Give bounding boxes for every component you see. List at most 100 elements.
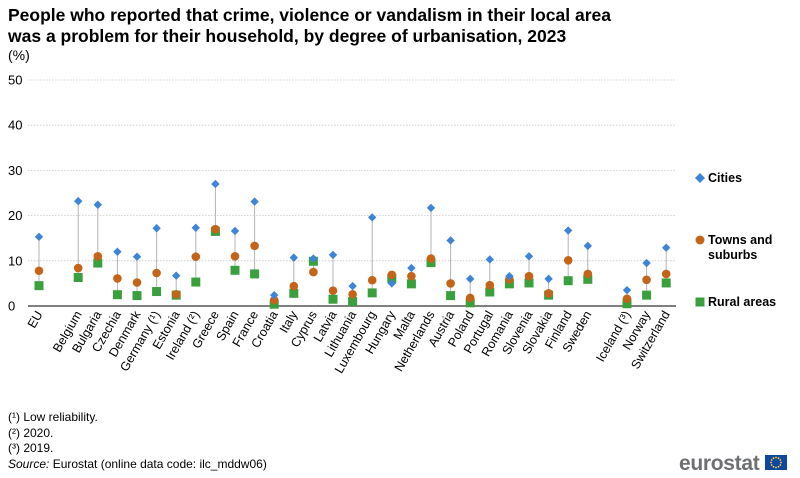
point-cities xyxy=(583,241,592,251)
point-rural-areas xyxy=(289,288,299,298)
point-cities xyxy=(622,285,632,295)
footnote: (³) 2019. xyxy=(8,441,54,455)
point-rural-areas xyxy=(446,291,456,301)
point-cities xyxy=(485,255,494,264)
point-cities xyxy=(270,290,279,300)
eurostat-logo: eurostat xyxy=(679,452,760,475)
point-towns-and-suburbs xyxy=(348,289,357,299)
eu-flag-icon xyxy=(765,455,787,470)
point-rural-areas xyxy=(230,265,240,275)
point-towns-and-suburbs xyxy=(622,294,632,304)
point-towns-and-suburbs xyxy=(269,295,279,305)
legend-label: Towns and suburbs xyxy=(708,233,773,262)
y-tick-label: 50 xyxy=(8,73,22,88)
point-cities xyxy=(152,224,161,233)
point-cities xyxy=(132,252,142,261)
point-rural-areas xyxy=(367,288,377,298)
point-rural-areas xyxy=(524,278,534,288)
point-rural-areas xyxy=(563,276,573,286)
point-cities xyxy=(230,226,240,236)
y-tick-label: 20 xyxy=(8,208,22,223)
point-cities xyxy=(446,236,455,245)
point-towns-and-suburbs xyxy=(446,279,455,288)
point-rural-areas xyxy=(34,281,44,291)
point-cities xyxy=(466,274,475,284)
point-cities xyxy=(289,253,298,262)
point-towns-and-suburbs xyxy=(563,256,573,265)
y-tick-label: 0 xyxy=(8,299,15,314)
point-cities xyxy=(74,196,83,206)
point-rural-areas xyxy=(465,298,475,308)
point-rural-areas xyxy=(250,269,260,279)
y-tick-label: 30 xyxy=(8,163,22,178)
footnotes: (¹) Low reliability. (²) 2020. (³) 2019.… xyxy=(8,410,267,472)
point-cities xyxy=(328,250,338,260)
source-text: Eurostat (online data code: ilc_mddw06) xyxy=(49,456,267,471)
point-rural-areas xyxy=(132,291,142,301)
point-towns-and-suburbs xyxy=(171,289,181,299)
point-cities xyxy=(250,197,259,206)
source-line: Source: Eurostat (online data code: ilc_… xyxy=(8,457,267,473)
point-cities xyxy=(113,247,122,256)
point-towns-and-suburbs xyxy=(426,254,436,263)
unit-label: (%) xyxy=(8,47,30,63)
point-rural-areas xyxy=(661,278,671,288)
point-towns-and-suburbs xyxy=(211,224,220,234)
point-towns-and-suburbs xyxy=(132,278,142,287)
point-towns-and-suburbs xyxy=(544,289,553,298)
point-cities xyxy=(172,271,181,280)
point-cities xyxy=(211,179,220,189)
point-rural-areas xyxy=(348,296,358,306)
point-rural-areas xyxy=(622,299,632,309)
point-cities xyxy=(309,254,318,263)
square-icon xyxy=(695,297,705,307)
point-towns-and-suburbs xyxy=(73,263,83,273)
point-rural-areas xyxy=(485,287,495,297)
point-towns-and-suburbs xyxy=(387,270,397,280)
point-cities xyxy=(564,226,573,235)
point-towns-and-suburbs xyxy=(191,252,201,262)
point-rural-areas xyxy=(642,290,652,300)
footnote: (¹) Low reliability. xyxy=(8,410,98,424)
point-towns-and-suburbs xyxy=(485,280,495,290)
point-cities xyxy=(544,274,553,284)
point-rural-areas xyxy=(328,294,338,304)
point-cities xyxy=(407,263,416,273)
diamond-icon xyxy=(695,173,705,183)
point-rural-areas xyxy=(406,279,416,289)
point-rural-areas xyxy=(191,277,201,287)
legend-label: Cities xyxy=(708,171,743,185)
y-tick-label: 40 xyxy=(8,118,22,133)
point-rural-areas xyxy=(504,279,514,289)
point-cities xyxy=(191,223,200,233)
point-cities xyxy=(368,213,377,222)
point-cities xyxy=(93,200,102,209)
circle-icon xyxy=(695,235,705,245)
chart-title: People who reported that crime, violence… xyxy=(8,5,611,46)
point-cities xyxy=(387,279,396,288)
source-label: Source: xyxy=(8,456,50,471)
point-cities xyxy=(524,252,534,261)
point-towns-and-suburbs xyxy=(583,269,593,279)
point-towns-and-suburbs xyxy=(250,241,259,251)
point-towns-and-suburbs xyxy=(34,266,44,276)
point-towns-and-suburbs xyxy=(289,281,299,291)
point-towns-and-suburbs xyxy=(524,271,534,281)
point-rural-areas xyxy=(112,290,122,300)
point-towns-and-suburbs xyxy=(152,268,161,278)
point-cities xyxy=(505,271,514,281)
point-towns-and-suburbs xyxy=(407,271,416,281)
point-towns-and-suburbs xyxy=(230,251,240,261)
point-towns-and-suburbs xyxy=(642,275,651,285)
point-cities xyxy=(348,281,357,291)
point-rural-areas xyxy=(583,274,593,284)
point-rural-areas xyxy=(73,273,83,283)
point-towns-and-suburbs xyxy=(113,274,122,283)
point-towns-and-suburbs xyxy=(465,293,475,303)
point-towns-and-suburbs xyxy=(93,251,103,261)
point-towns-and-suburbs xyxy=(328,286,338,295)
point-rural-areas xyxy=(152,287,162,297)
y-tick-label: 10 xyxy=(8,253,22,268)
point-cities xyxy=(426,203,436,213)
